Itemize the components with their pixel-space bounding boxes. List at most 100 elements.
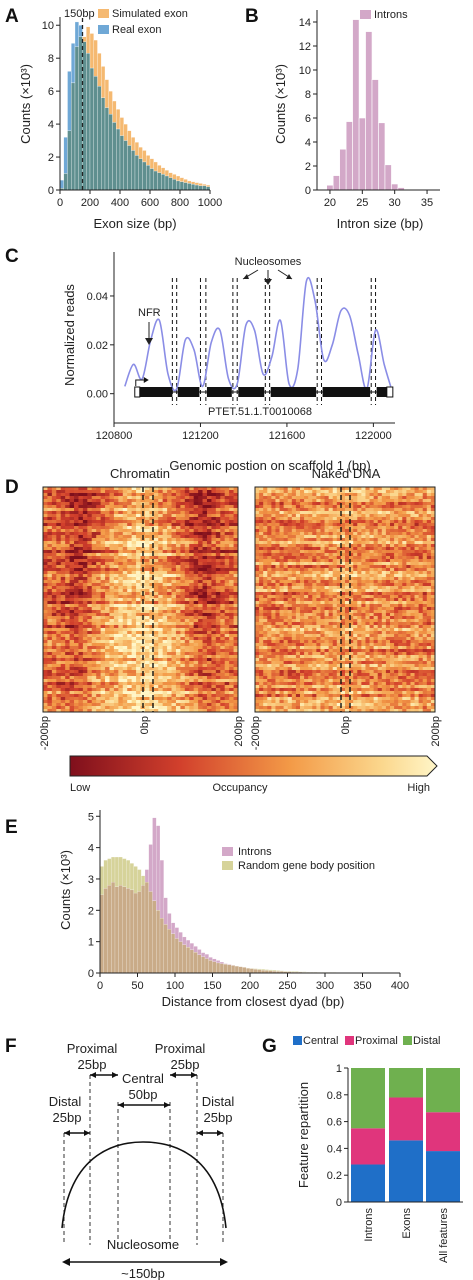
heat-cell	[365, 511, 370, 515]
heat-cell	[140, 661, 146, 665]
heat-cell	[47, 562, 53, 566]
heat-cell	[229, 616, 234, 620]
heat-cell	[158, 610, 164, 614]
heat-cell	[47, 544, 53, 548]
heat-cell	[162, 502, 168, 506]
heat-cell	[295, 577, 301, 581]
heat-cell	[60, 703, 66, 707]
heat-cell	[320, 577, 325, 581]
heat-cell	[105, 559, 110, 563]
heat-cell	[43, 658, 48, 662]
heat-cell	[56, 679, 62, 683]
heat-cell	[65, 511, 70, 515]
heat-cell	[320, 544, 325, 548]
heat-cell	[109, 580, 115, 584]
heat-cell	[180, 700, 186, 704]
heat-cell	[353, 562, 358, 566]
heat-cell	[215, 502, 221, 506]
heat-cell	[369, 499, 375, 503]
heat-cell	[414, 490, 420, 494]
heat-cell	[74, 595, 79, 599]
heat-cell	[113, 595, 119, 599]
heat-cell	[308, 505, 313, 509]
heat-cell	[267, 526, 272, 530]
heat-cell	[60, 688, 66, 692]
heat-cell	[91, 544, 97, 548]
heat-cell	[74, 649, 79, 653]
heat-cell	[275, 574, 280, 578]
heat-cell	[215, 658, 221, 662]
heat-cell	[291, 517, 297, 521]
exon-overlap-bar-1	[63, 173, 68, 191]
heat-cell	[206, 508, 212, 512]
heat-cell	[328, 493, 334, 497]
heat-cell	[136, 568, 141, 572]
heat-cell	[271, 526, 276, 530]
heat-cell	[189, 685, 195, 689]
heat-cell	[390, 493, 395, 497]
heat-cell	[184, 691, 190, 695]
heat-cell	[82, 520, 88, 524]
heat-cell	[171, 520, 177, 524]
heat-cell	[78, 535, 84, 539]
heat-cell	[361, 493, 366, 497]
heat-cell	[136, 559, 141, 563]
heat-cell	[198, 616, 203, 620]
heat-cell	[118, 709, 124, 713]
heat-cell	[184, 517, 190, 521]
heat-cell	[153, 643, 159, 647]
heat-cell	[144, 691, 150, 695]
heat-cell	[47, 541, 53, 545]
heat-cell	[402, 571, 407, 575]
heat-cell	[316, 529, 321, 533]
heat-cell	[82, 625, 88, 629]
heat-cell	[377, 541, 383, 545]
heat-cell	[51, 679, 57, 683]
heat-cell	[211, 580, 217, 584]
heat-cell	[69, 577, 75, 581]
heat-cell	[390, 499, 395, 503]
heat-cell	[144, 532, 150, 536]
heat-cell	[220, 526, 226, 530]
heat-cell	[96, 508, 102, 512]
heat-cell	[87, 496, 93, 500]
heat-cell	[127, 574, 133, 578]
heat-cell	[215, 625, 221, 629]
heat-cell	[255, 544, 260, 548]
heat-cell	[43, 655, 48, 659]
heat-cell	[410, 511, 415, 515]
heat-cell	[259, 565, 264, 569]
heat-cell	[175, 682, 181, 686]
heat-cell	[51, 709, 57, 713]
heat-cell	[100, 577, 106, 581]
heat-cell	[149, 688, 155, 692]
heat-cell	[202, 697, 208, 701]
heat-cell	[291, 544, 297, 548]
heat-cell	[91, 589, 97, 593]
heat-cell	[275, 538, 280, 542]
heat-cell	[87, 667, 93, 671]
heat-cell	[365, 583, 370, 587]
heat-cell	[96, 559, 102, 563]
heat-cell	[60, 547, 66, 551]
heat-cell	[202, 571, 208, 575]
heat-cell	[304, 514, 309, 518]
panel-d: D Chromatin Naked DNA -200bp 0bp 200bp -…	[5, 466, 442, 794]
heat-cell	[127, 568, 133, 572]
heat-cell	[153, 691, 159, 695]
heat-cell	[175, 529, 181, 533]
heat-cell	[381, 523, 387, 527]
heat-cell	[381, 487, 387, 491]
heat-cell	[263, 529, 268, 533]
heat-cell	[158, 538, 164, 542]
heat-cell	[316, 565, 321, 569]
heat-cell	[87, 529, 93, 533]
heat-cell	[295, 562, 301, 566]
heat-cell	[127, 673, 133, 677]
heat-cell	[118, 682, 124, 686]
heat-cell	[43, 559, 48, 563]
heat-cell	[175, 628, 181, 632]
heat-cell	[69, 613, 75, 617]
heat-cell	[43, 625, 48, 629]
